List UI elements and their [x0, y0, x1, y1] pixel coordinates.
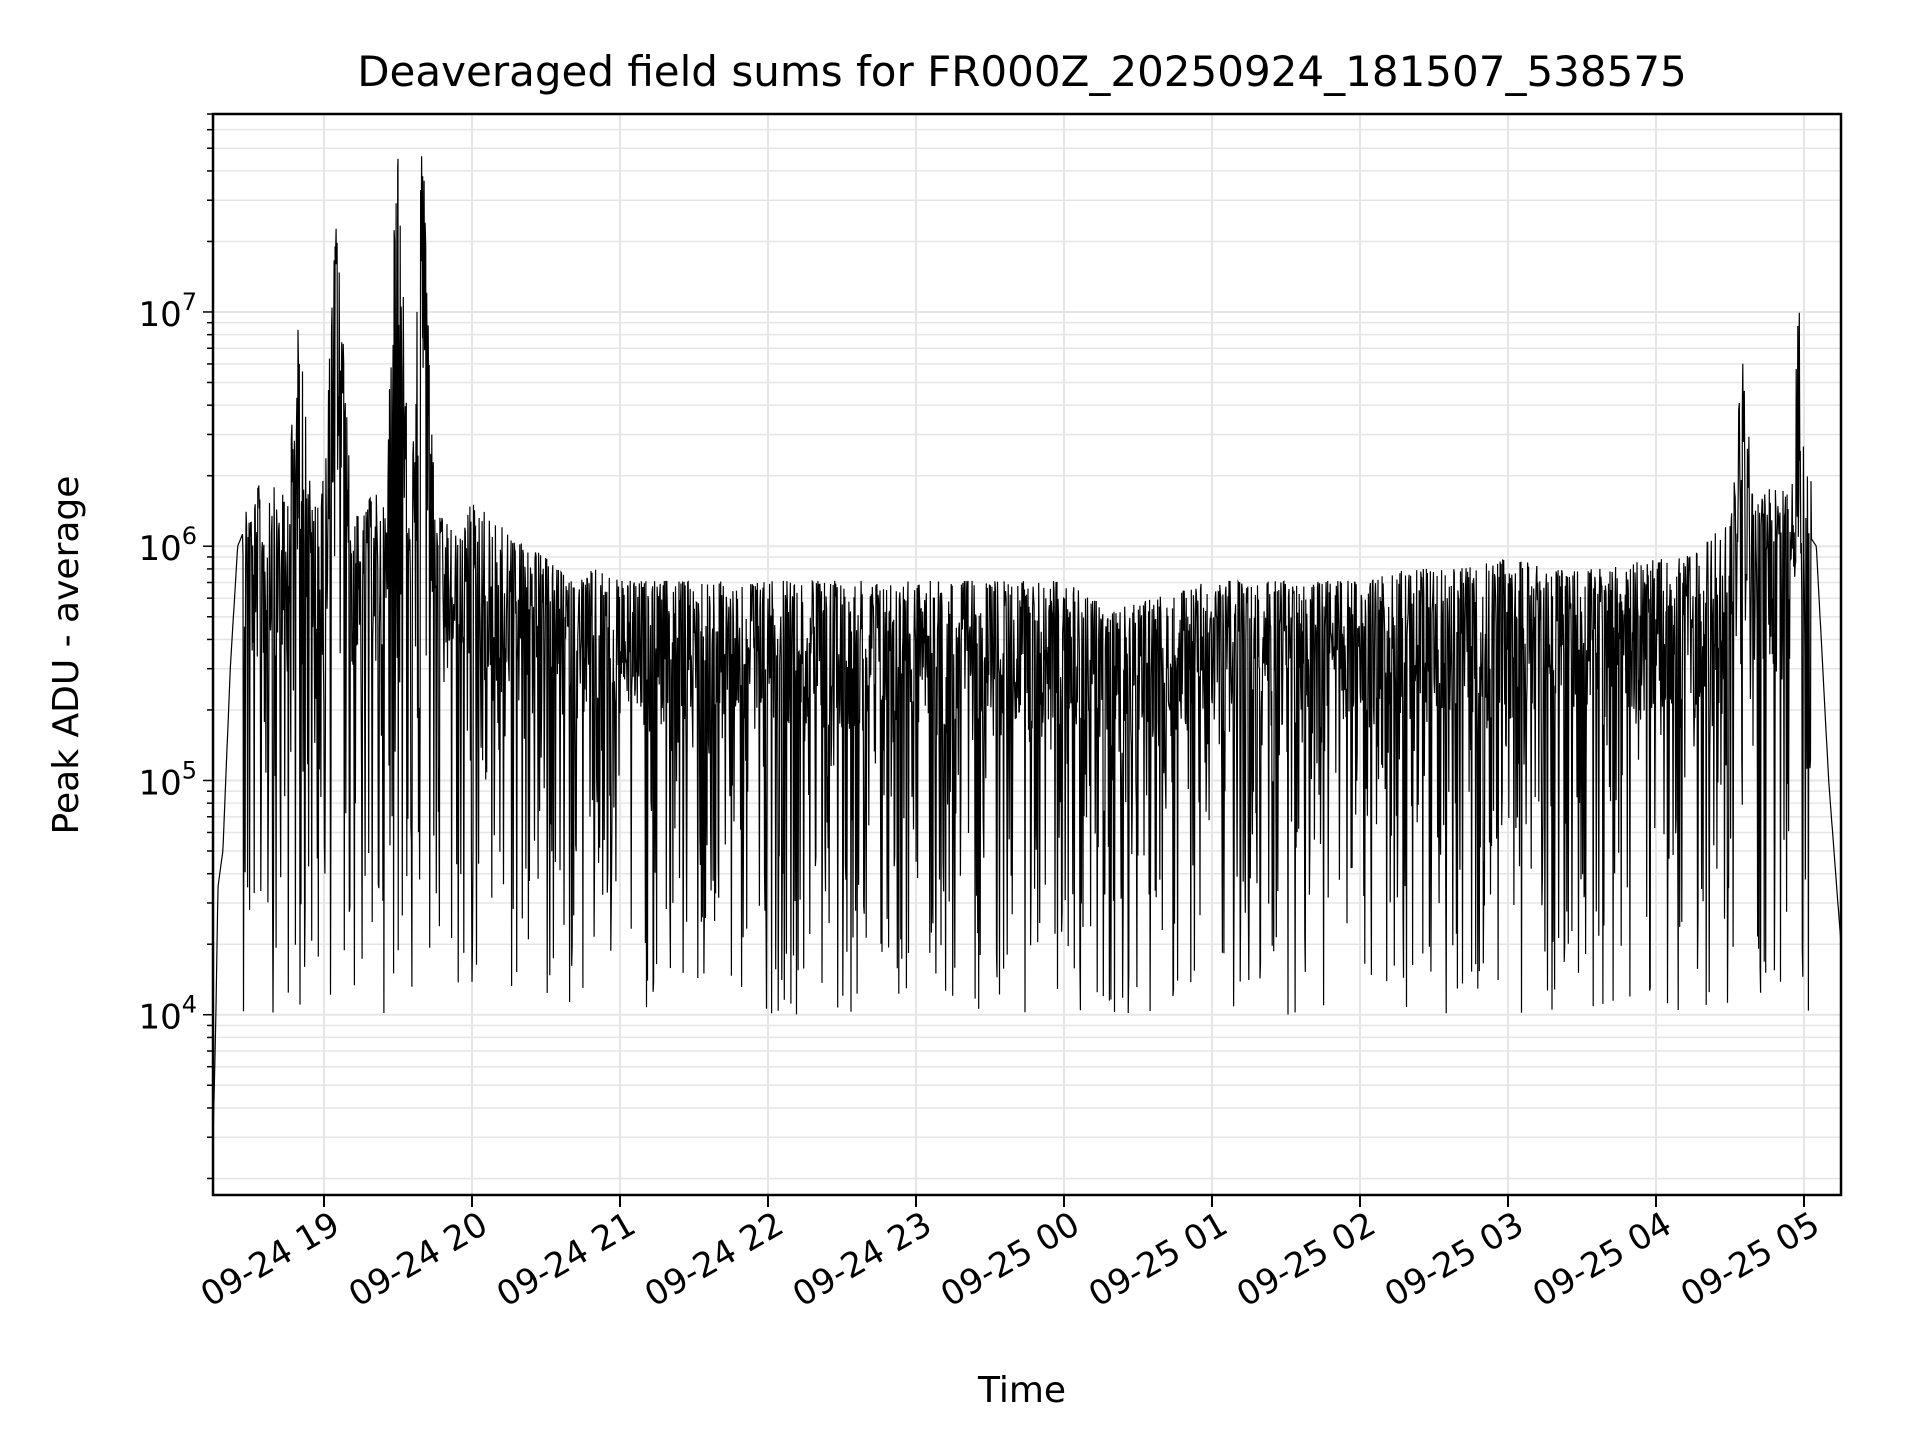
y-tick-exponent: 6 — [182, 522, 197, 550]
y-tick-base: 10 — [138, 998, 181, 1038]
y-tick-base: 10 — [138, 763, 181, 803]
y-tick-label: 105 — [138, 756, 197, 803]
plot-frame — [211, 112, 1843, 1197]
x-axis-label: Time — [977, 1370, 1066, 1411]
y-tick-exponent: 7 — [182, 288, 197, 316]
y-tick-exponent: 5 — [182, 756, 197, 784]
series-line — [212, 156, 1842, 1145]
y-tick-base: 10 — [138, 295, 181, 335]
y-tick-base: 10 — [138, 529, 181, 569]
y-tick-exponent: 4 — [182, 991, 197, 1019]
chart-title: Deaveraged field sums for FR000Z_2025092… — [357, 47, 1687, 96]
series-polyline — [212, 156, 1842, 1145]
y-tick-label: 106 — [138, 522, 197, 569]
y-tick-label: 104 — [138, 991, 197, 1038]
grid — [203, 113, 1841, 1195]
y-axis-label: Peak ADU - average — [46, 476, 87, 835]
y-tick-label: 107 — [138, 288, 197, 335]
